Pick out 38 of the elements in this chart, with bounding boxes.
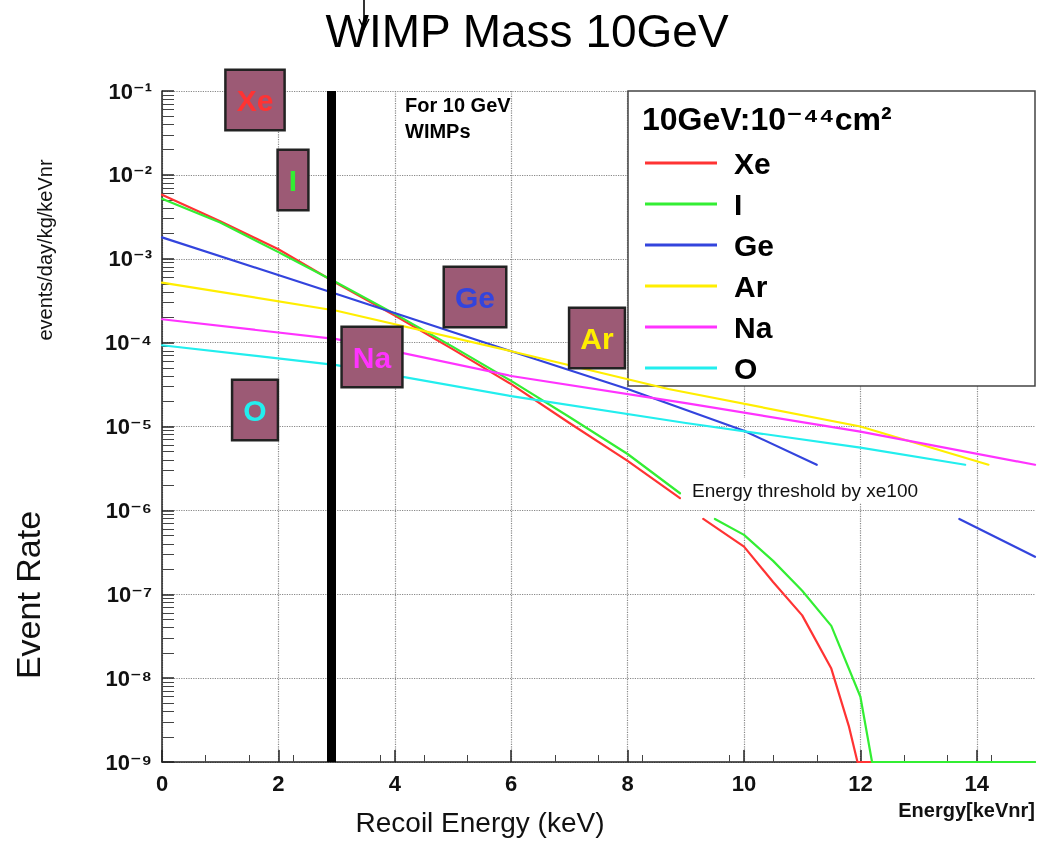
x-tick-label: 6	[505, 770, 518, 796]
x-tick-label: 8	[621, 770, 634, 796]
line-series	[160, 318, 1037, 466]
y-tick-label: 10⁻⁷	[106, 581, 152, 607]
y-tick-label: 10⁻⁴	[105, 330, 152, 356]
y-tick-label: 10⁻⁹	[105, 749, 152, 775]
legend-label: Ar	[734, 269, 768, 303]
x-tick-label: 14	[964, 770, 990, 796]
y-tick-label: 10⁻⁸	[105, 665, 152, 691]
legend-title: 10GeV:10⁻⁴⁴cm²	[642, 101, 892, 137]
annotation: Ge	[454, 280, 496, 314]
y-tick-label: 10⁻¹	[108, 78, 152, 104]
annotation: O	[243, 393, 267, 427]
legend-label: I	[734, 187, 743, 221]
legend-label: Na	[734, 310, 773, 344]
x-tick-label: 2	[272, 770, 285, 796]
annotation: For 10 GeV WIMPs	[405, 94, 512, 142]
x-tick-label: 4	[388, 770, 402, 796]
x-tick-label: 10	[731, 770, 757, 796]
annotation: Energy threshold by xe100	[692, 480, 919, 501]
y-tick-label: 10⁻³	[108, 246, 152, 272]
annotation: Ar	[580, 321, 614, 355]
annotation: I	[288, 163, 298, 197]
x-axis-title: Recoil Energy (keV)	[355, 806, 605, 838]
legend-label: Ge	[734, 228, 775, 262]
y-tick-label: 10⁻⁵	[105, 414, 152, 439]
y-tick-label: 10⁻²	[108, 162, 152, 188]
y-axis-title: Event Rate	[9, 510, 47, 680]
y-tick-label: 10⁻⁶	[105, 497, 152, 523]
text: Energy[keVnr]	[898, 799, 1035, 821]
chart-title: WIMP Mass 10GeV	[325, 5, 729, 57]
legend-label: O	[734, 351, 758, 385]
annotation: Xe	[236, 83, 274, 117]
x-tick-label: 0	[155, 770, 169, 796]
x-tick-label: 12	[848, 770, 873, 796]
legend-label: Xe	[734, 146, 771, 180]
text: events/day/kg/keVnr	[34, 159, 56, 341]
annotation: Na	[352, 340, 392, 374]
